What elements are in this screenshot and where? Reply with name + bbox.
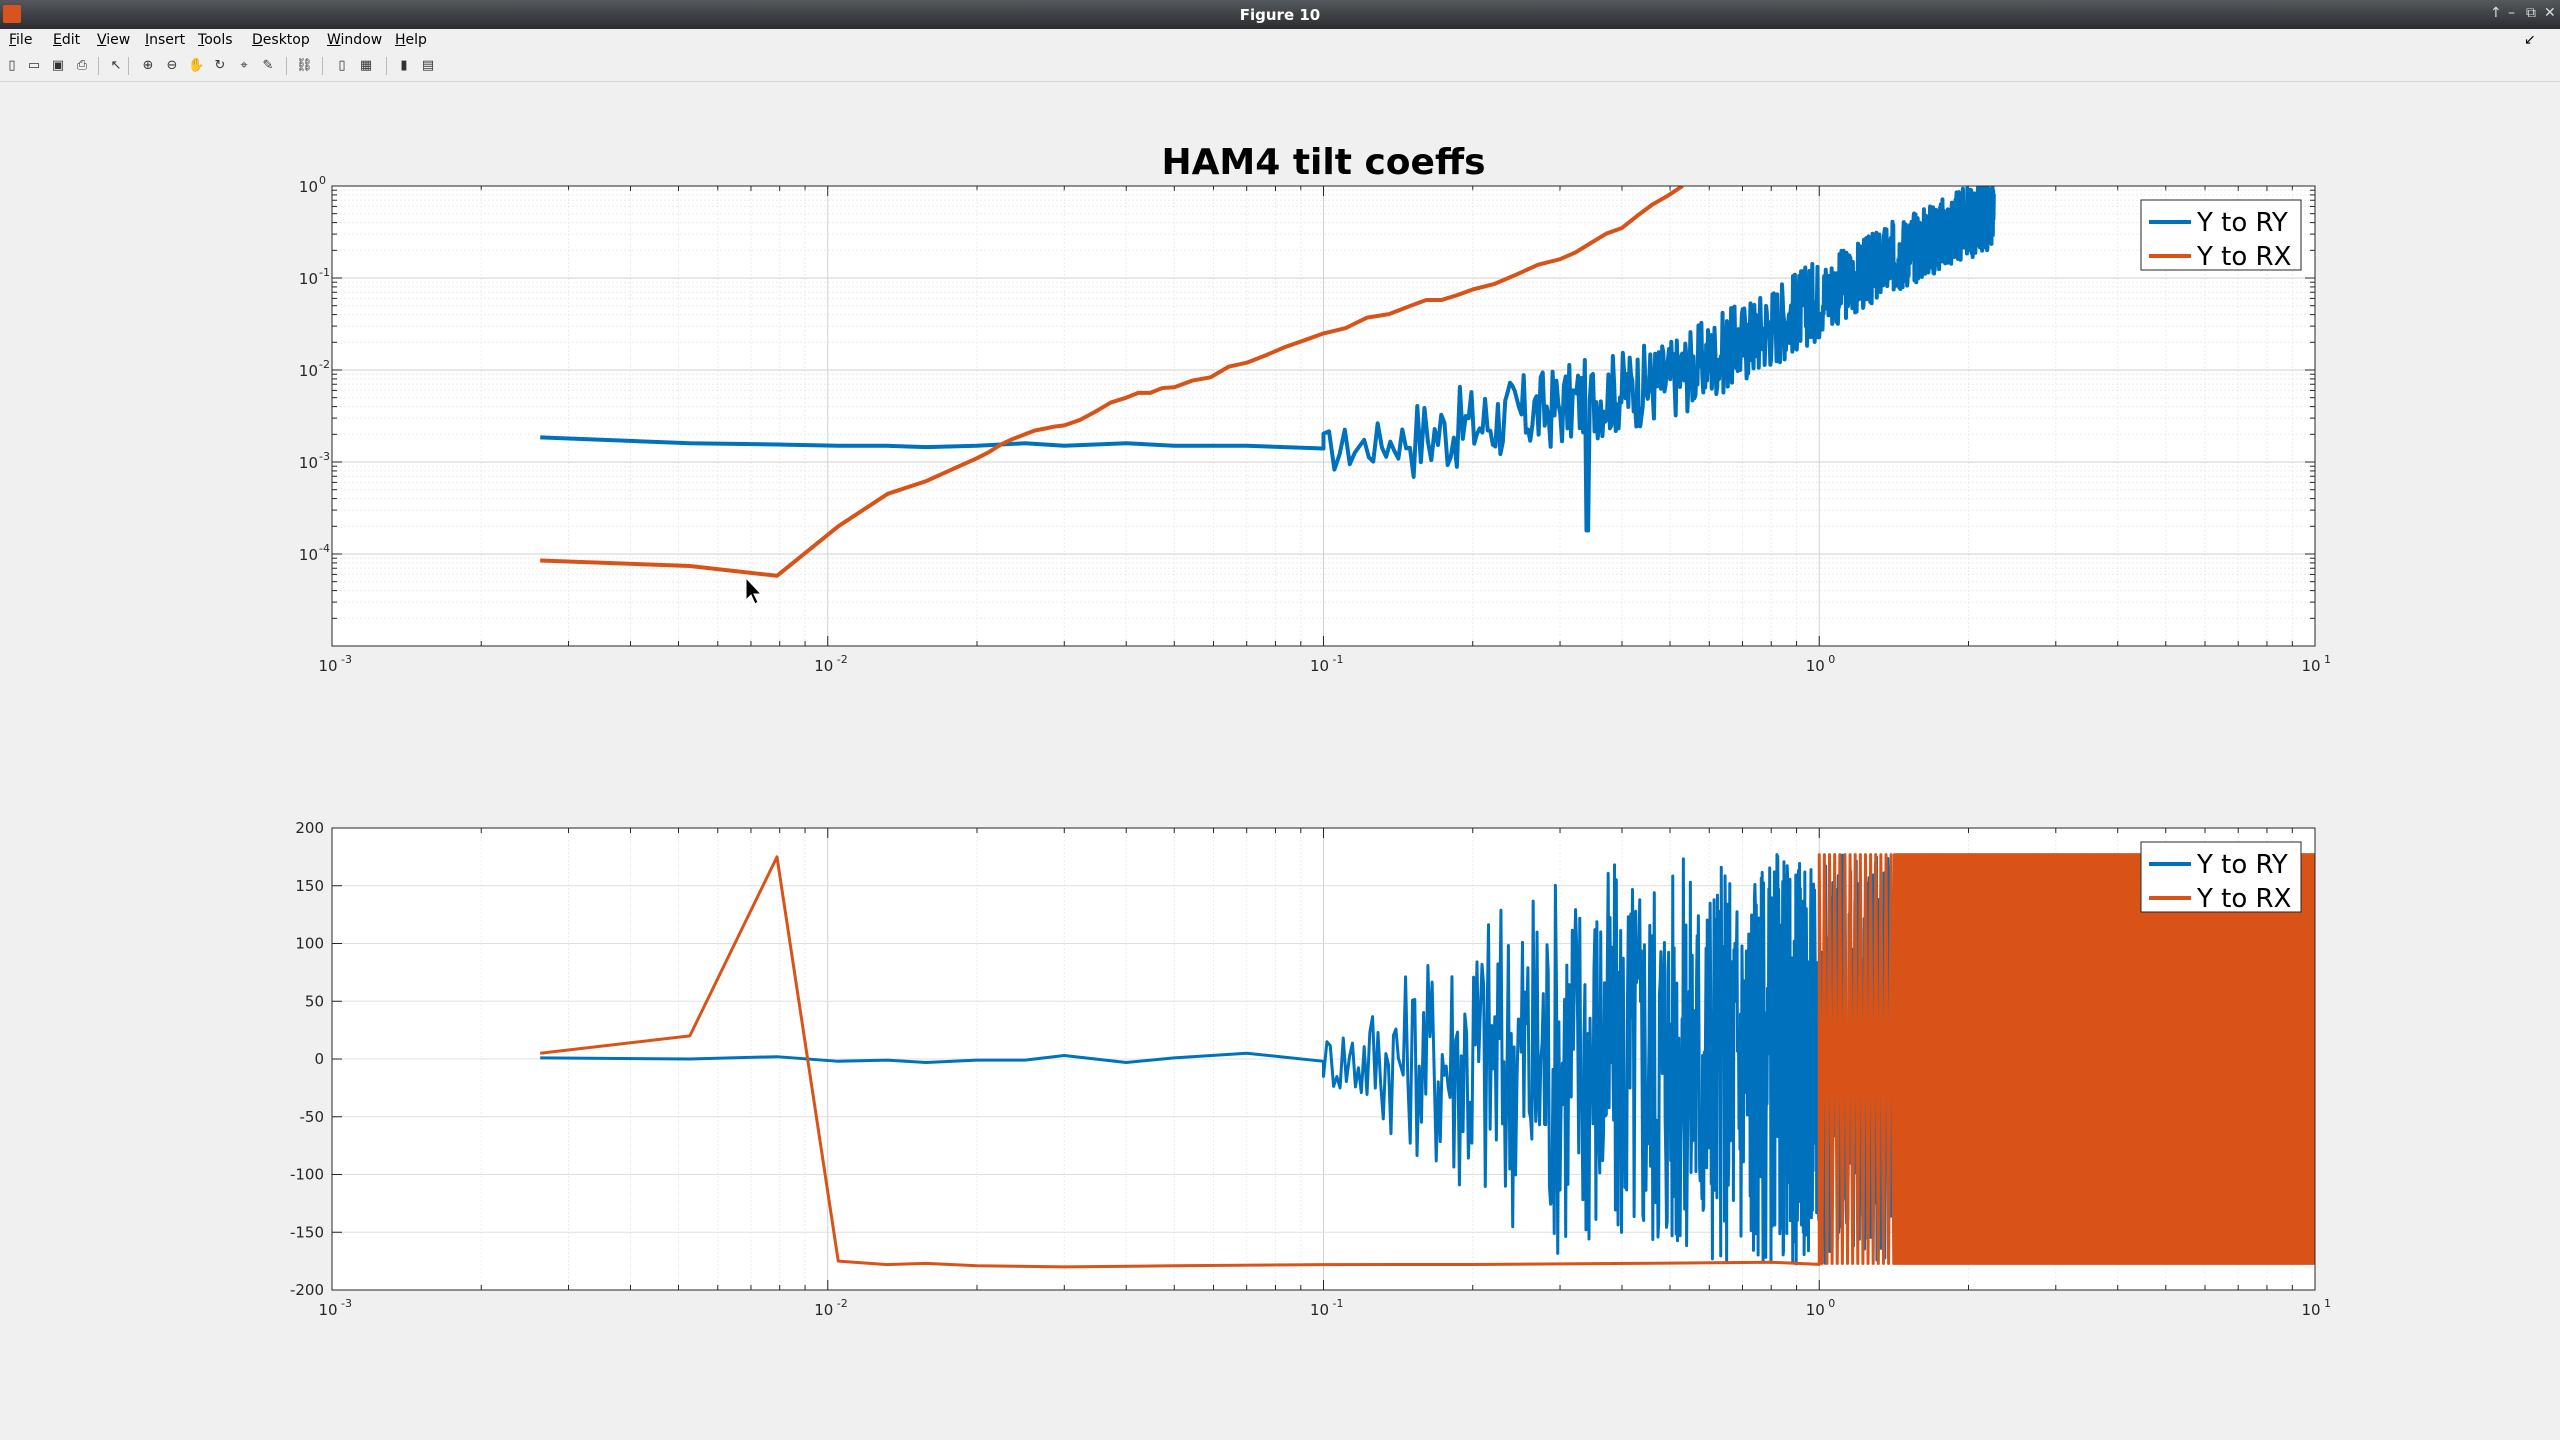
y-tick-exponent: -4 [319,542,330,555]
edit-plot-icon[interactable]: ↖ [110,58,122,73]
rotate-3d-icon[interactable]: ↻ [214,58,226,73]
x-tick-label: 10 [1806,1301,1825,1319]
zoom-in-icon[interactable]: ⊕ [142,58,154,73]
x-tick-label: 10 [814,1301,833,1319]
x-tick-exponent: 1 [2324,653,2331,666]
axes-box [331,185,2316,647]
mouse-cursor-icon [745,576,763,605]
x-tick-exponent: -2 [837,1297,848,1310]
x-tick-exponent: 0 [1828,1297,1835,1310]
series-y-to-ry [540,186,1996,533]
x-tick-label: 10 [1806,657,1825,675]
axes-phase[interactable]: 10 -3 10 -2 10 -1 10 0 10 1200150100500-50-100-15… [290,819,2331,1319]
x-tick-label: 10 [814,657,833,675]
x-tick-exponent: 0 [1828,653,1835,666]
x-tick-label: 10 [318,657,337,675]
menu-edit[interactable]: Edit [53,32,81,48]
x-tick-exponent: -3 [341,653,352,666]
show-plot-tools-icon[interactable]: ▦ [359,58,373,73]
window-titlebar: Figure 10 ↑ – ⧉ ✕ [0,0,2560,29]
print-icon[interactable]: ⎙ [76,58,88,73]
y-tick-label: 10 [299,454,318,472]
legend-entry: Y to RX [2196,242,2291,272]
window-shade-icon[interactable]: ↑ [2490,5,2502,21]
y-tick-label: 100 [295,935,324,953]
y-tick-label: 50 [305,992,324,1010]
y-tick-label: 10 [299,546,318,564]
y-tick-label: 10 [299,270,318,288]
series-y-to-rx [540,853,2315,1269]
x-tick-exponent: -2 [837,653,848,666]
menu-bar: File Edit View Insert Tools Desktop Window Help… [0,29,2560,51]
menu-insert[interactable]: Insert [145,32,186,48]
y-tick-label: 150 [295,877,324,895]
y-tick-exponent: 0 [319,174,326,187]
data-cursor-icon[interactable]: ⌖ [240,58,248,73]
axes-box [331,827,2316,1291]
y-tick-label: 10 [299,362,318,380]
grid [331,186,2315,647]
save-icon[interactable]: ▣ [51,58,65,73]
legend-entry: Y to RY [2196,208,2288,238]
y-tick-label: -50 [300,1108,325,1126]
dock-figure-icon[interactable]: ↙ [2524,32,2536,48]
insert-colorbar-icon[interactable]: ▮ [400,58,408,73]
maximize-icon[interactable]: ⧉ [2526,5,2536,21]
legend-entry: Y to RY [2196,850,2288,880]
brush-icon[interactable]: ✎ [262,58,274,73]
y-tick-exponent: -2 [319,358,330,371]
series-y-to-rx [540,186,1684,578]
pan-icon[interactable]: ✋ [188,58,205,73]
y-tick-label: 0 [314,1050,324,1068]
menu-view[interactable]: View [97,32,131,48]
minimize-icon[interactable]: – [2508,5,2515,21]
menu-help[interactable]: Help [395,32,427,48]
y-tick-label: -200 [290,1281,324,1299]
open-file-icon[interactable]: ▭ [27,58,41,73]
chart-title: HAM4 tilt coeffs [1161,142,1485,183]
window-title: Figure 10 [1239,6,1321,24]
x-tick-exponent: -1 [1333,653,1344,666]
y-tick-label: 10 [299,178,318,196]
menu-file[interactable]: File [9,32,33,48]
x-tick-exponent: -3 [341,1297,352,1310]
link-plot-icon[interactable]: ⛓ [296,58,313,73]
menu-window[interactable]: Window [327,32,383,48]
x-tick-label: 10 [2301,657,2320,675]
figure-toolbar: ▯ ▭ ▣ ⎙ ↖ ⊕ ⊖ ✋ ↻ ⌖ ✎ ⛓ ▯ ▦ ▮ ▤ [0,51,2560,82]
y-tick-exponent: -3 [319,450,330,463]
axes-magnitude[interactable]: 10 -3 10 -2 10 -1 10 0 10 110 -410 -310 -210 -110 0Y t… [299,142,2331,675]
new-figure-icon[interactable]: ▯ [8,58,16,73]
y-tick-label: -100 [290,1166,324,1184]
y-tick-label: -150 [290,1223,324,1241]
close-icon[interactable]: ✕ [2544,5,2556,21]
x-tick-label: 10 [2301,1301,2320,1319]
menu-desktop[interactable]: Desktop [252,32,310,48]
legend[interactable]: Y to RY Y to RX [2140,841,2302,914]
x-tick-label: 10 [1310,657,1329,675]
x-tick-label: 10 [318,1301,337,1319]
hide-plot-tools-icon[interactable]: ▯ [338,58,346,73]
matlab-logo-icon [3,5,21,23]
menu-tools[interactable]: Tools [198,32,233,48]
insert-legend-icon[interactable]: ▤ [421,58,435,73]
x-tick-exponent: -1 [1333,1297,1344,1310]
legend-entry: Y to RX [2196,884,2291,914]
x-tick-exponent: 1 [2324,1297,2331,1310]
y-tick-label: 200 [295,819,324,837]
x-tick-label: 10 [1310,1301,1329,1319]
legend[interactable]: Y to RY Y to RX [2140,199,2302,272]
figure-canvas: 10 -3 10 -2 10 -1 10 0 10 110 -410 -310 -210 -110 0Y t… [290,142,2331,1319]
y-tick-exponent: -1 [319,266,330,279]
zoom-out-icon[interactable]: ⊖ [166,58,178,73]
